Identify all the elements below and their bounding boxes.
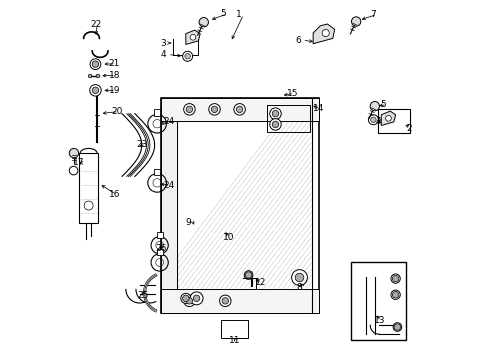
Text: 12: 12 xyxy=(255,278,267,287)
Text: 24: 24 xyxy=(163,117,174,126)
Circle shape xyxy=(199,18,208,27)
Text: 24: 24 xyxy=(163,181,174,190)
Circle shape xyxy=(181,293,191,303)
Text: 14: 14 xyxy=(313,104,324,113)
Text: 5: 5 xyxy=(380,100,386,109)
Circle shape xyxy=(90,59,101,69)
Bar xyxy=(154,109,160,116)
Polygon shape xyxy=(313,24,335,44)
Text: 11: 11 xyxy=(229,336,241,345)
Text: 6: 6 xyxy=(295,36,301,45)
Text: 19: 19 xyxy=(109,86,120,95)
Text: 23: 23 xyxy=(136,140,147,149)
Text: 7: 7 xyxy=(370,10,375,19)
Circle shape xyxy=(185,54,191,59)
Circle shape xyxy=(220,295,231,307)
Circle shape xyxy=(88,74,92,78)
Circle shape xyxy=(370,117,376,122)
Circle shape xyxy=(92,61,98,67)
Bar xyxy=(351,262,406,339)
Circle shape xyxy=(69,166,78,175)
Polygon shape xyxy=(186,30,200,44)
Circle shape xyxy=(96,74,100,78)
Circle shape xyxy=(296,274,303,281)
Text: 10: 10 xyxy=(223,233,234,242)
Text: 25: 25 xyxy=(137,291,149,300)
Bar xyxy=(161,113,177,302)
Bar xyxy=(267,105,310,132)
Text: 9: 9 xyxy=(186,218,192,227)
Circle shape xyxy=(211,106,218,113)
Text: 5: 5 xyxy=(220,9,226,18)
Circle shape xyxy=(292,270,307,285)
Circle shape xyxy=(393,323,402,331)
Text: 18: 18 xyxy=(109,71,120,80)
Circle shape xyxy=(392,292,399,298)
Text: 2: 2 xyxy=(406,124,412,133)
Circle shape xyxy=(295,273,304,282)
Text: 8: 8 xyxy=(296,283,302,292)
Text: 1: 1 xyxy=(236,10,242,19)
Bar xyxy=(157,249,163,255)
Text: 26: 26 xyxy=(155,244,167,253)
Circle shape xyxy=(183,51,193,61)
Circle shape xyxy=(190,35,196,40)
Text: 3: 3 xyxy=(161,39,167,48)
Circle shape xyxy=(392,275,399,282)
Text: 4: 4 xyxy=(376,117,382,126)
Circle shape xyxy=(391,290,400,300)
Bar xyxy=(161,98,318,313)
Circle shape xyxy=(270,108,281,120)
Circle shape xyxy=(186,106,193,113)
Bar xyxy=(154,168,160,175)
Text: 21: 21 xyxy=(109,59,120,68)
Circle shape xyxy=(368,115,378,125)
Circle shape xyxy=(236,106,243,113)
Text: 16: 16 xyxy=(109,190,120,199)
Circle shape xyxy=(386,116,392,121)
Circle shape xyxy=(270,119,281,130)
Circle shape xyxy=(186,298,193,304)
Circle shape xyxy=(209,104,221,115)
Circle shape xyxy=(184,104,195,115)
Circle shape xyxy=(190,292,203,305)
Circle shape xyxy=(272,111,279,117)
Circle shape xyxy=(351,17,361,26)
Circle shape xyxy=(322,30,329,37)
Text: 4: 4 xyxy=(161,50,166,59)
Bar xyxy=(161,98,318,121)
Bar xyxy=(157,231,163,238)
Text: 15: 15 xyxy=(287,89,299,98)
Circle shape xyxy=(245,272,252,278)
Circle shape xyxy=(272,121,279,128)
Circle shape xyxy=(370,102,379,111)
Bar xyxy=(79,153,98,223)
Circle shape xyxy=(92,87,98,94)
Circle shape xyxy=(90,85,101,96)
Bar xyxy=(378,109,410,133)
Circle shape xyxy=(394,324,401,330)
Circle shape xyxy=(222,298,228,304)
Text: 13: 13 xyxy=(374,316,386,325)
Circle shape xyxy=(234,104,245,115)
Circle shape xyxy=(184,295,195,307)
Bar xyxy=(161,289,318,313)
Circle shape xyxy=(391,274,400,283)
Text: 17: 17 xyxy=(73,158,84,167)
Polygon shape xyxy=(381,111,395,126)
Circle shape xyxy=(183,295,189,302)
Circle shape xyxy=(194,295,200,302)
Circle shape xyxy=(69,148,78,158)
Bar xyxy=(220,320,247,338)
Text: 22: 22 xyxy=(90,20,101,29)
Text: 20: 20 xyxy=(112,107,123,116)
Circle shape xyxy=(245,271,253,279)
